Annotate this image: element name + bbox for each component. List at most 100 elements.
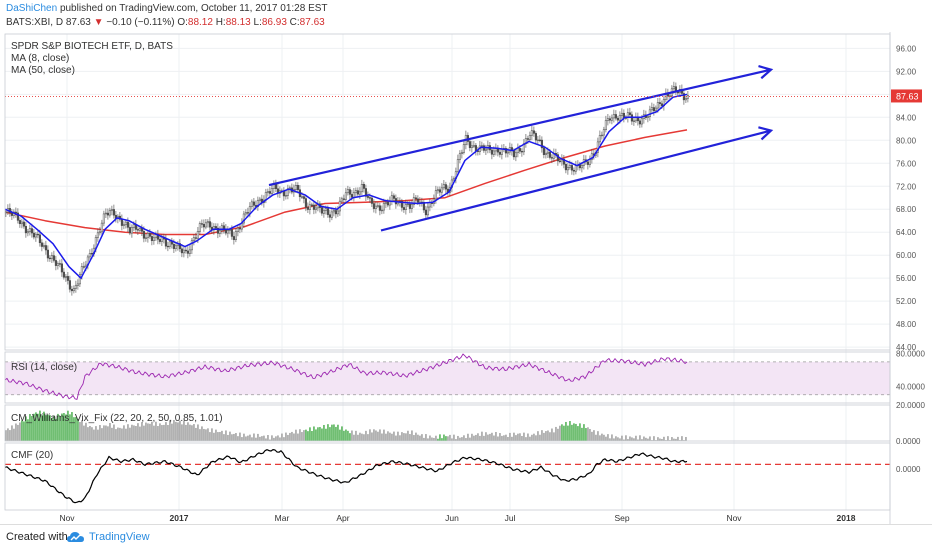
vix-bar [531,434,533,441]
vix-bar [193,424,195,441]
candle-body [506,151,509,154]
y-tick-label: 64.00 [896,228,917,237]
vix-bar [19,422,21,441]
vix-bar [483,435,485,441]
candle-body [410,204,413,209]
candle-body [170,241,173,245]
vix-bar [425,434,427,441]
vix-bar [207,428,209,441]
vix-bar [635,435,637,441]
vix-bar [257,433,259,441]
vix-bar [647,438,649,441]
candle-body [370,197,373,204]
vix-bar [345,429,347,441]
candle-body [332,210,335,213]
vix-bar [443,434,445,441]
vix-bar [591,431,593,441]
vix-bar [51,418,53,441]
vix-bar [555,426,557,441]
vix-bar [457,435,459,441]
vix-bar [383,429,385,441]
chart-canvas[interactable]: SPDR S&P BIOTECH ETF, D, BATS MA (8, clo… [0,32,932,524]
vix-bar [143,425,145,441]
vix-bar [49,415,51,441]
vix-bar [281,433,283,441]
vix-bar [605,436,607,441]
candle-body [532,130,535,134]
candle-body [342,198,345,200]
candle-body [168,241,171,247]
candle-body [204,222,207,228]
tradingview-brand[interactable]: TradingView [89,531,150,543]
candle-body [676,91,679,94]
vix-bar [303,430,305,441]
candle-body [284,195,287,197]
candle-body [608,118,611,121]
candle-body [504,148,507,154]
candle-body [150,236,153,241]
candle-body [236,227,239,232]
candle-body [78,274,81,285]
candle-body [206,221,209,224]
vix-bar [89,425,91,441]
candle-body [192,237,195,242]
vix-bar [29,414,31,441]
vix-bar [53,415,55,441]
vix-bar [423,437,425,441]
vix-bar [137,423,139,441]
candle-body [252,201,255,206]
vix-bar [519,433,521,441]
arrow-head-icon [758,126,774,141]
price-pane [4,65,890,296]
vix-bar [135,425,137,441]
candle-body [426,206,429,216]
vix-bar [473,435,475,441]
candle-body [208,221,211,228]
candle-body [182,249,185,254]
vix-bar [677,436,679,441]
candle-body [314,207,317,210]
candle-body [28,228,31,232]
vix-bar [613,438,615,441]
vix-bar [497,436,499,441]
pane-border [4,442,891,511]
vix-bar [39,410,41,441]
vix-bar [171,423,173,441]
candle-body [102,213,105,224]
vix-bar [599,435,601,441]
vix-bar [111,427,113,441]
vix-bar [183,420,185,441]
vix-bar [351,430,353,441]
candle-body [400,200,403,208]
candle-body [250,201,253,207]
vix-bar [23,421,25,441]
vix-bar [537,431,539,441]
vix-bar [169,420,171,441]
candle-body [660,103,663,107]
author-name[interactable]: DaShiChen [6,3,58,14]
vix-bar [33,413,35,441]
candle-body [258,198,261,201]
vix-bar [179,420,181,441]
candle-body [50,255,53,259]
candle-body [120,219,123,226]
vix-bar [187,422,189,441]
candle-body [568,165,571,168]
candle-body [136,229,139,231]
vix-bar [545,431,547,441]
vix-bar [365,430,367,441]
candle-body [320,207,323,214]
candle-body [456,159,459,173]
vix-bar [623,439,625,441]
y-axis-labels: 96.0092.0088.0084.0080.0076.0072.0068.00… [896,44,925,474]
arrow-head-icon [758,65,774,80]
candle-body [472,145,475,147]
vix-bar [261,436,263,441]
candle-body [296,185,299,190]
vix-bar [615,436,617,441]
tradingview-cloud-icon[interactable] [66,529,86,545]
vix-bar [579,423,581,441]
vix-bar [633,438,635,441]
candle-body [98,231,101,234]
vix-bar [255,437,257,441]
